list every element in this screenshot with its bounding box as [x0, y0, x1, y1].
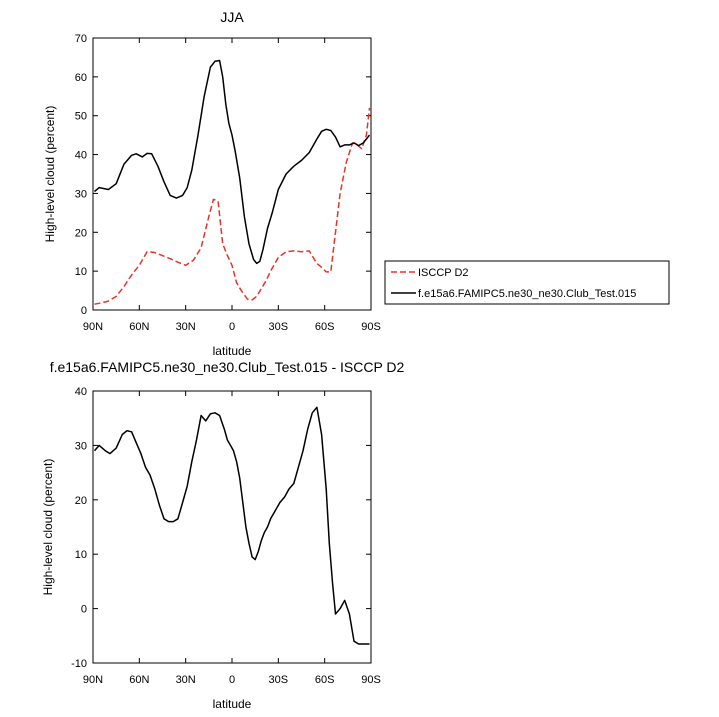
top-x-tick-label: 60S	[315, 321, 335, 333]
bottom-y-tick-label: 30	[75, 440, 87, 452]
top-chart-title: JJA	[220, 9, 244, 25]
bottom-x-tick-label: 90S	[361, 674, 381, 686]
top-x-tick-label: 30S	[269, 321, 289, 333]
bottom-y-tick-label: 0	[81, 604, 87, 616]
top-series-group	[94, 59, 371, 305]
top-x-tick-label: 90S	[361, 321, 381, 333]
legend-label-model: f.e15a6.FAMIPC5.ne30_ne30.Club_Test.015	[418, 288, 636, 300]
bottom-y-axis: -10 0 10 20 30 40	[71, 386, 371, 670]
bottom-x-axis: 90N 60N 30N 0 30S 60S 90S	[83, 391, 381, 686]
bottom-x-tick-label: 0	[229, 674, 235, 686]
bottom-x-tick-label: 90N	[83, 674, 103, 686]
top-x-axis: 90N 60N 30N 0 30S 60S 90S	[83, 38, 381, 333]
top-plot-frame	[92, 37, 372, 311]
bottom-y-tick-label: 40	[75, 386, 87, 398]
bottom-y-axis-label: High-level cloud (percent)	[41, 459, 55, 596]
top-y-axis: 0 10 20 30 40 50 60 70	[75, 33, 371, 317]
bottom-series-group	[93, 406, 370, 645]
top-y-tick-label: 20	[75, 227, 87, 239]
bottom-chart-title: f.e15a6.FAMIPC5.ne30_ne30.Club_Test.015 …	[50, 359, 405, 375]
bottom-plot-frame	[92, 390, 372, 664]
bottom-x-tick-label: 60S	[315, 674, 335, 686]
top-y-tick-label: 30	[75, 188, 87, 200]
legend-box	[384, 260, 670, 305]
top-series-line-1	[94, 59, 371, 265]
bottom-x-axis-label: latitude	[213, 697, 252, 711]
top-legend: ISCCP D2 f.e15a6.FAMIPC5.ne30_ne30.Club_…	[384, 260, 670, 305]
legend-label-isccp: ISCCP D2	[418, 267, 469, 279]
bottom-panel: f.e15a6.FAMIPC5.ne30_ne30.Club_Test.015 …	[41, 359, 405, 711]
bottom-y-tick-label: -10	[71, 658, 87, 670]
top-x-tick-label: 60N	[129, 321, 149, 333]
top-y-tick-label: 0	[81, 305, 87, 317]
bottom-y-tick-label: 10	[75, 549, 87, 561]
top-y-tick-label: 50	[75, 111, 87, 123]
bottom-x-tick-label: 60N	[129, 674, 149, 686]
top-y-tick-label: 10	[75, 266, 87, 278]
bottom-y-tick-label: 20	[75, 495, 87, 507]
top-series-line-0	[94, 107, 371, 305]
bottom-x-tick-label: 30S	[269, 674, 289, 686]
top-x-tick-label: 90N	[83, 321, 103, 333]
top-y-tick-label: 60	[75, 72, 87, 84]
top-y-tick-label: 40	[75, 150, 87, 162]
top-x-tick-label: 0	[229, 321, 235, 333]
top-y-axis-label: High-level cloud (percent)	[43, 106, 57, 243]
top-x-tick-label: 30N	[176, 321, 196, 333]
bottom-x-tick-label: 30N	[176, 674, 196, 686]
top-x-axis-label: latitude	[213, 344, 252, 358]
bottom-series-line-0	[93, 406, 370, 645]
top-y-tick-label: 70	[75, 33, 87, 45]
